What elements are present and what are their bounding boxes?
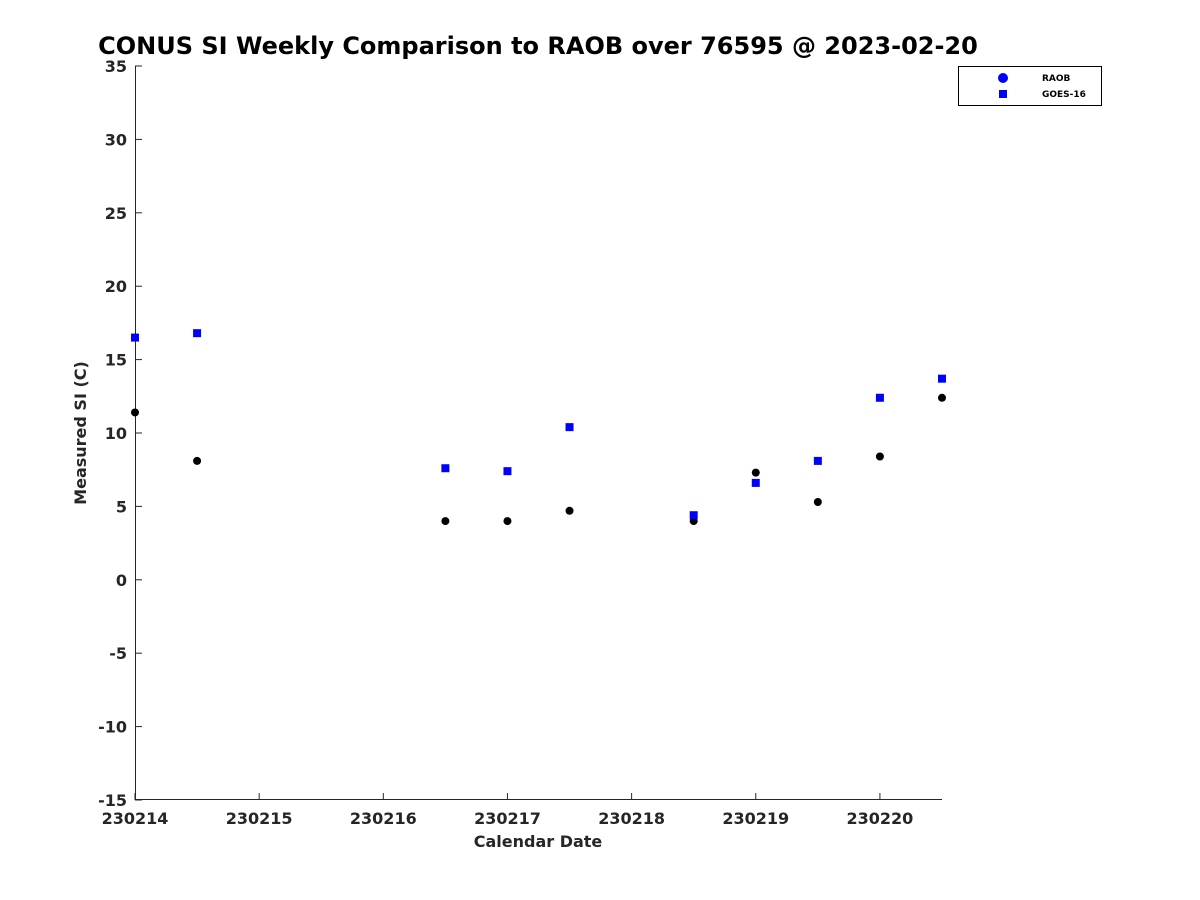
- x-ticks: 230214 230215 230216 230217 230218 230219 2302…: [102, 793, 914, 828]
- x-tick-label: 230215: [226, 809, 293, 828]
- raob-point: [751, 468, 760, 477]
- goes16-point: [689, 511, 698, 520]
- legend: RAOB GOES-16: [958, 66, 1102, 106]
- x-tick-label: 230214: [102, 809, 169, 828]
- y-tick-label: -10: [98, 718, 127, 737]
- x-tick-label: 230218: [598, 809, 665, 828]
- goes16-point: [503, 467, 512, 476]
- goes16-point: [938, 374, 946, 383]
- raob-point: [813, 497, 822, 506]
- goes16-point: [441, 464, 450, 473]
- legend-box: [958, 66, 1102, 106]
- raob-point: [441, 517, 450, 526]
- y-tick-label: -5: [109, 644, 127, 663]
- y-tick-label: 35: [105, 57, 127, 76]
- goes16-point: [875, 393, 884, 402]
- goes16-point: [193, 329, 202, 338]
- goes16-point: [751, 478, 760, 487]
- y-tick-label: 0: [116, 571, 127, 590]
- y-tick-label: 25: [105, 204, 127, 223]
- raob-point: [938, 393, 946, 402]
- legend-goes16-marker: [999, 90, 1007, 98]
- goes16-point: [131, 333, 139, 342]
- y-tick-label: 30: [105, 130, 127, 149]
- data-points: [131, 329, 946, 526]
- x-axis-label: Calendar Date: [474, 832, 603, 851]
- axes: [135, 66, 942, 800]
- raob-point: [503, 517, 512, 526]
- legend-raob-label: RAOB: [1042, 74, 1071, 84]
- y-tick-label: 5: [116, 497, 127, 516]
- x-tick-label: 230219: [722, 809, 789, 828]
- raob-point: [875, 452, 884, 461]
- goes16-point: [813, 456, 822, 465]
- y-axis-label: Measured SI (C): [71, 361, 90, 505]
- chart-title: CONUS SI Weekly Comparison to RAOB over …: [98, 32, 978, 60]
- y-tick-label: 20: [105, 277, 127, 296]
- x-tick-label: 230217: [474, 809, 541, 828]
- legend-goes16-label: GOES-16: [1042, 90, 1086, 100]
- y-tick-label: 10: [105, 424, 127, 443]
- raob-point: [131, 408, 139, 417]
- y-ticks: -15 -10 -5 0 5 10 15 20 25 30 35: [98, 57, 142, 810]
- x-tick-label: 230220: [847, 809, 914, 828]
- x-tick-label: 230216: [350, 809, 417, 828]
- raob-point: [565, 506, 574, 515]
- y-tick-label: 15: [105, 351, 127, 370]
- legend-raob-marker: [998, 73, 1008, 83]
- goes16-point: [565, 423, 574, 432]
- y-tick-label: -15: [98, 791, 127, 810]
- raob-point: [193, 456, 202, 465]
